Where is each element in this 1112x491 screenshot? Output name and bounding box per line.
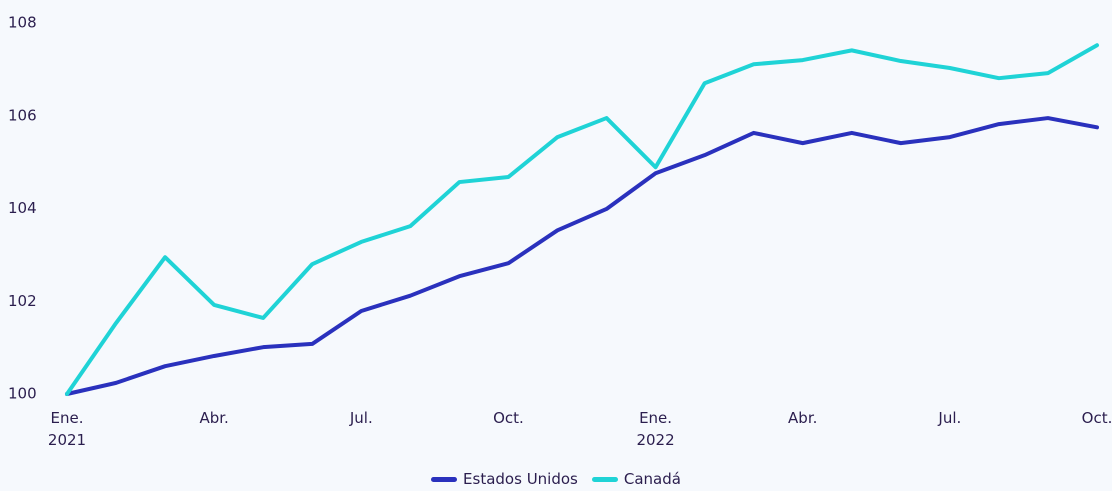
legend-swatch: [431, 476, 458, 482]
y-tick-label: 106: [8, 106, 37, 124]
series-line: [65, 116, 1099, 396]
x-tick-label: Jul.: [938, 409, 962, 427]
legend-swatch: [591, 476, 618, 482]
series-line: [65, 43, 1099, 396]
y-tick-label: 108: [8, 14, 37, 32]
x-tick-label: Ene. 2022: [636, 409, 675, 449]
x-tick-label: Abr.: [199, 409, 229, 427]
x-tick-label: Ene. 2021: [47, 409, 87, 449]
x-tick-label: Abr.: [788, 409, 818, 427]
legend-item: Canadá: [591, 470, 681, 488]
legend-label: Canadá: [623, 470, 681, 488]
y-tick-label: 100: [8, 385, 37, 403]
legend-item: Estados Unidos: [431, 470, 578, 488]
x-tick-label: Jul.: [349, 409, 373, 427]
x-tick-label: Oct.: [493, 409, 524, 427]
x-tick-label: Oct.: [1081, 409, 1112, 427]
y-tick-label: 102: [8, 292, 37, 310]
legend: Estados Unidos Canadá: [0, 470, 1112, 488]
y-tick-label: 104: [8, 199, 37, 217]
legend-label: Estados Unidos: [463, 470, 578, 488]
